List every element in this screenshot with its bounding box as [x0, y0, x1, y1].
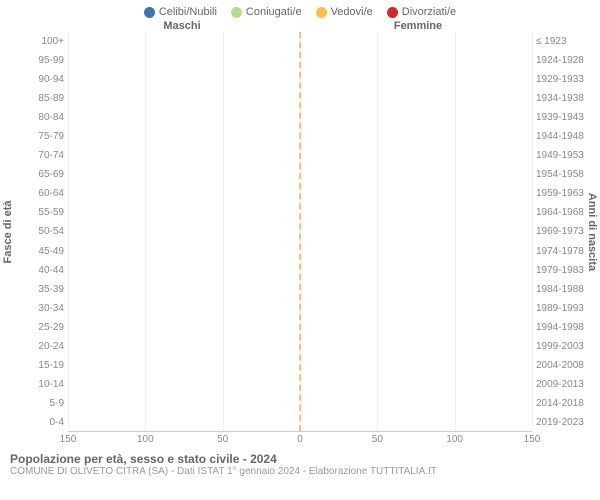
chart-title: Popolazione per età, sesso e stato civil…: [10, 452, 590, 466]
legend-item: Celibi/Nubili: [144, 6, 217, 18]
age-band-label: 10-14: [16, 375, 64, 394]
header-male: Maschi: [64, 20, 300, 32]
x-tick: 150: [524, 434, 541, 445]
legend-swatch: [231, 7, 242, 18]
legend-swatch: [144, 7, 155, 18]
legend-swatch: [316, 7, 327, 18]
legend-item: Coniugati/e: [231, 6, 302, 18]
birth-year-label: 1994-1998: [536, 318, 584, 337]
birth-year-label: 1929-1933: [536, 70, 584, 89]
birth-year-label: 1999-2003: [536, 337, 584, 356]
age-band-label: 90-94: [16, 70, 64, 89]
x-tick: 100: [446, 434, 463, 445]
birth-year-label: 1934-1938: [536, 89, 584, 108]
age-band-label: 0-4: [16, 413, 64, 432]
birth-year-label: 1964-1968: [536, 203, 584, 222]
age-band-labels: 100+95-9990-9485-8980-8475-7970-7465-696…: [16, 32, 68, 432]
birth-year-label: ≤ 1923: [536, 32, 584, 51]
birth-year-label: 1969-1973: [536, 222, 584, 241]
age-band-label: 20-24: [16, 337, 64, 356]
legend-label: Celibi/Nubili: [159, 6, 217, 18]
birth-year-label: 1939-1943: [536, 108, 584, 127]
age-band-label: 85-89: [16, 89, 64, 108]
x-tick: 50: [217, 434, 228, 445]
age-band-label: 60-64: [16, 184, 64, 203]
birth-year-label: 2009-2013: [536, 375, 584, 394]
birth-year-label: 1974-1978: [536, 242, 584, 261]
birth-year-labels: ≤ 19231924-19281929-19331934-19381939-19…: [532, 32, 584, 432]
birth-year-label: 1984-1988: [536, 280, 584, 299]
age-band-label: 25-29: [16, 318, 64, 337]
age-band-label: 95-99: [16, 51, 64, 70]
legend-item: Vedovi/e: [316, 6, 373, 18]
birth-year-label: 2004-2008: [536, 356, 584, 375]
age-band-label: 55-59: [16, 203, 64, 222]
x-tick: 150: [60, 434, 77, 445]
age-band-label: 50-54: [16, 222, 64, 241]
birth-year-label: 1924-1928: [536, 51, 584, 70]
plot-area: [68, 32, 532, 432]
age-band-label: 35-39: [16, 280, 64, 299]
x-tick: 50: [372, 434, 383, 445]
birth-year-label: 1959-1963: [536, 184, 584, 203]
birth-year-label: 1989-1993: [536, 299, 584, 318]
legend-label: Coniugati/e: [246, 6, 302, 18]
column-headers: Maschi Femmine: [0, 20, 600, 32]
birth-year-label: 1954-1958: [536, 165, 584, 184]
header-female: Femmine: [300, 20, 536, 32]
legend-swatch: [387, 7, 398, 18]
y-axis-label-right: Anni di nascita: [586, 193, 598, 271]
birth-year-label: 2019-2023: [536, 413, 584, 432]
birth-year-label: 1979-1983: [536, 261, 584, 280]
age-band-label: 5-9: [16, 394, 64, 413]
age-band-label: 45-49: [16, 242, 64, 261]
birth-year-label: 1949-1953: [536, 146, 584, 165]
birth-year-label: 1944-1948: [536, 127, 584, 146]
gridline: [532, 32, 533, 431]
chart-subtitle: COMUNE DI OLIVETO CITRA (SA) - Dati ISTA…: [10, 466, 590, 477]
legend-item: Divorziati/e: [387, 6, 456, 18]
chart-footer: Popolazione per età, sesso e stato civil…: [0, 448, 600, 477]
x-tick: 0: [297, 434, 303, 445]
age-band-label: 80-84: [16, 108, 64, 127]
x-tick: 100: [137, 434, 154, 445]
birth-year-label: 2014-2018: [536, 394, 584, 413]
y-axis-label-left: Fasce di età: [2, 201, 14, 264]
age-band-label: 75-79: [16, 127, 64, 146]
age-band-label: 30-34: [16, 299, 64, 318]
age-band-label: 15-19: [16, 356, 64, 375]
legend: Celibi/Nubili Coniugati/e Vedovi/e Divorzia…: [0, 0, 600, 20]
age-band-label: 40-44: [16, 261, 64, 280]
center-line: [299, 32, 301, 431]
age-band-label: 65-69: [16, 165, 64, 184]
x-axis: 15010050050100150: [68, 432, 532, 448]
age-band-label: 70-74: [16, 146, 64, 165]
legend-label: Divorziati/e: [402, 6, 456, 18]
pyramid-chart: Fasce di età Anni di nascita 100+95-9990…: [0, 32, 600, 432]
legend-label: Vedovi/e: [331, 6, 373, 18]
age-band-label: 100+: [16, 32, 64, 51]
